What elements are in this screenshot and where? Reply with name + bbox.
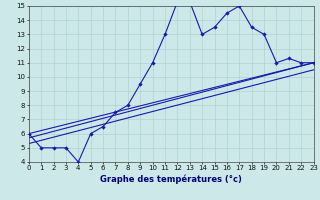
X-axis label: Graphe des températures (°c): Graphe des températures (°c) <box>100 174 242 184</box>
